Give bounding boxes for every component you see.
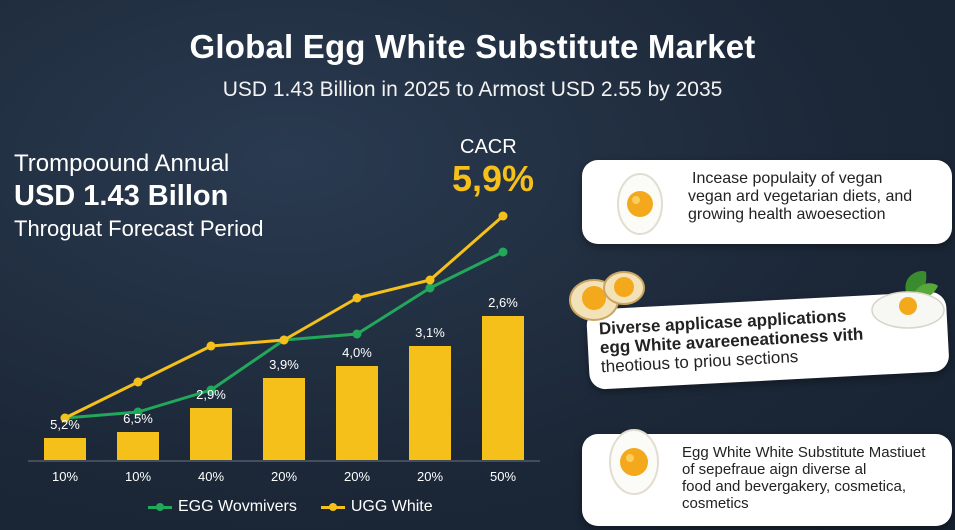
egg-halves-icon	[569, 271, 645, 321]
cagr-label: CACR	[460, 136, 517, 158]
bar-label-6: 2,6%	[488, 295, 518, 310]
x-tick-label-1: 10%	[125, 469, 151, 484]
series-point-0-5	[425, 283, 435, 293]
card-line: of sepefraue aign diverse al	[682, 461, 867, 478]
cagr-value: 5,9%	[452, 158, 535, 199]
series-point-0-4	[352, 329, 362, 339]
page-subtitle: USD 1.43 Billion in 2025 to Armost USD 2…	[222, 78, 723, 101]
series-point-1-0	[60, 413, 70, 423]
series-point-1-3	[279, 335, 289, 345]
legend-gold-marker	[320, 502, 345, 512]
legend-item-series2: UGG White	[320, 498, 433, 516]
legend-green-marker	[148, 502, 172, 512]
driver-card-vegan: Incease populaity of vegan vegan ard veg…	[582, 160, 952, 244]
bar-label-1: 6,5%	[123, 411, 153, 426]
chart-legend: EGG Wovmivers UGG White	[148, 498, 447, 516]
bar-label-0: 5,2%	[50, 417, 80, 432]
market-value: USD 1.43 Billon	[14, 180, 229, 212]
bar-label-3: 3,9%	[269, 357, 299, 372]
bar-0	[44, 438, 86, 460]
card-line: growing health awoesection	[688, 206, 886, 223]
series-point-1-6	[498, 211, 508, 221]
growth-caption: Trompoound Annual	[14, 150, 230, 177]
card-line: Egg White White Substitute Mastiuet	[682, 444, 926, 461]
series-point-1-1	[133, 377, 143, 387]
forecast-caption: Throguat Forecast Period	[14, 216, 264, 241]
legend-label: UGG White	[350, 498, 433, 515]
boiled-egg-icon	[617, 173, 663, 235]
x-tick-label-6: 50%	[490, 469, 516, 484]
egg-icon	[609, 429, 659, 495]
bar-label-5: 3,1%	[415, 325, 445, 340]
series-point-1-4	[352, 293, 362, 303]
bar-6	[482, 316, 524, 460]
legend-item-series1: EGG Wovmivers	[148, 498, 297, 516]
x-tick-label-0: 10%	[52, 469, 78, 484]
x-tick-label-2: 40%	[198, 469, 224, 484]
egg-plate-icon	[871, 271, 945, 329]
card-line: cosmetics	[682, 495, 749, 512]
bar-1	[117, 432, 159, 460]
series-point-1-2	[206, 341, 216, 351]
bar-4	[336, 366, 378, 460]
bar-2	[190, 408, 232, 460]
card-line: Incease populaity of vegan	[692, 170, 883, 187]
page-title: Global Egg White Substitute Market	[189, 28, 756, 65]
card-line: food and bevergakery, cosmetica,	[682, 478, 907, 495]
legend-label: EGG Wovmivers	[178, 498, 297, 515]
bar-3	[263, 378, 305, 460]
x-tick-label-3: 20%	[271, 469, 297, 484]
bar-label-2: 2,9%	[196, 387, 226, 402]
series-point-0-6	[498, 247, 508, 257]
series-point-0-2	[206, 385, 216, 395]
x-tick-label-4: 20%	[344, 469, 370, 484]
series-point-1-5	[425, 275, 435, 285]
card-line: vegan ard vegetarian diets, and	[688, 188, 913, 205]
bar-label-4: 4,0%	[342, 345, 372, 360]
driver-card-food: Egg White White Substitute Mastiuet of s…	[582, 429, 952, 526]
bar-5	[409, 346, 451, 460]
x-tick-label-5: 20%	[417, 469, 443, 484]
series-point-0-1	[133, 407, 143, 417]
